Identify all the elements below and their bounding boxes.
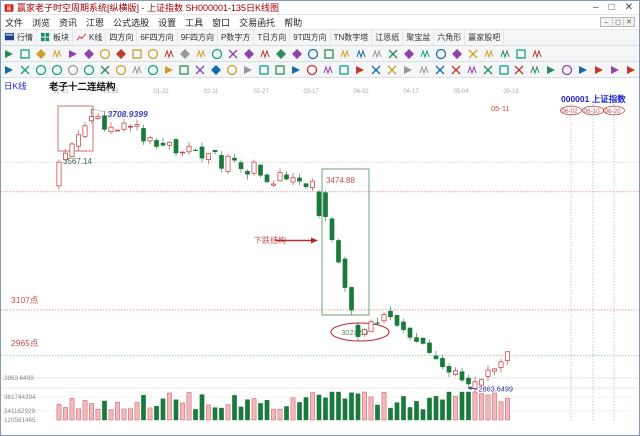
svg-text:2863.6499: 2863.6499 [479,385,514,394]
svg-text:12-21: 12-21 [53,89,69,95]
svg-text:06-02: 06-02 [562,108,579,115]
svg-text:02-11: 02-11 [204,89,220,95]
svg-text:01-22: 01-22 [153,89,169,95]
svg-text:05-04: 05-04 [453,89,469,95]
svg-text:361744394: 361744394 [4,394,36,401]
svg-text:04-17: 04-17 [403,89,419,95]
svg-text:06-10: 06-10 [584,108,601,115]
svg-text:01-08: 01-08 [103,89,119,95]
svg-text:05-11: 05-11 [491,104,510,113]
svg-text:000001 上证指数: 000001 上证指数 [561,94,626,104]
svg-text:02-27: 02-27 [253,89,269,95]
svg-text:3474.88: 3474.88 [326,176,355,185]
svg-text:2863.6499: 2863.6499 [4,375,34,382]
svg-text:3107点: 3107点 [11,295,39,305]
svg-text:3708.9399: 3708.9399 [108,109,148,119]
svg-text:120581465: 120581465 [4,417,36,424]
svg-text:06-20: 06-20 [605,108,622,115]
svg-text:04-02: 04-02 [353,89,369,95]
svg-text:241162929: 241162929 [4,408,36,415]
svg-text:03-17: 03-17 [303,89,319,95]
svg-text:2965点: 2965点 [11,338,39,348]
svg-text:05-18: 05-18 [503,89,519,95]
